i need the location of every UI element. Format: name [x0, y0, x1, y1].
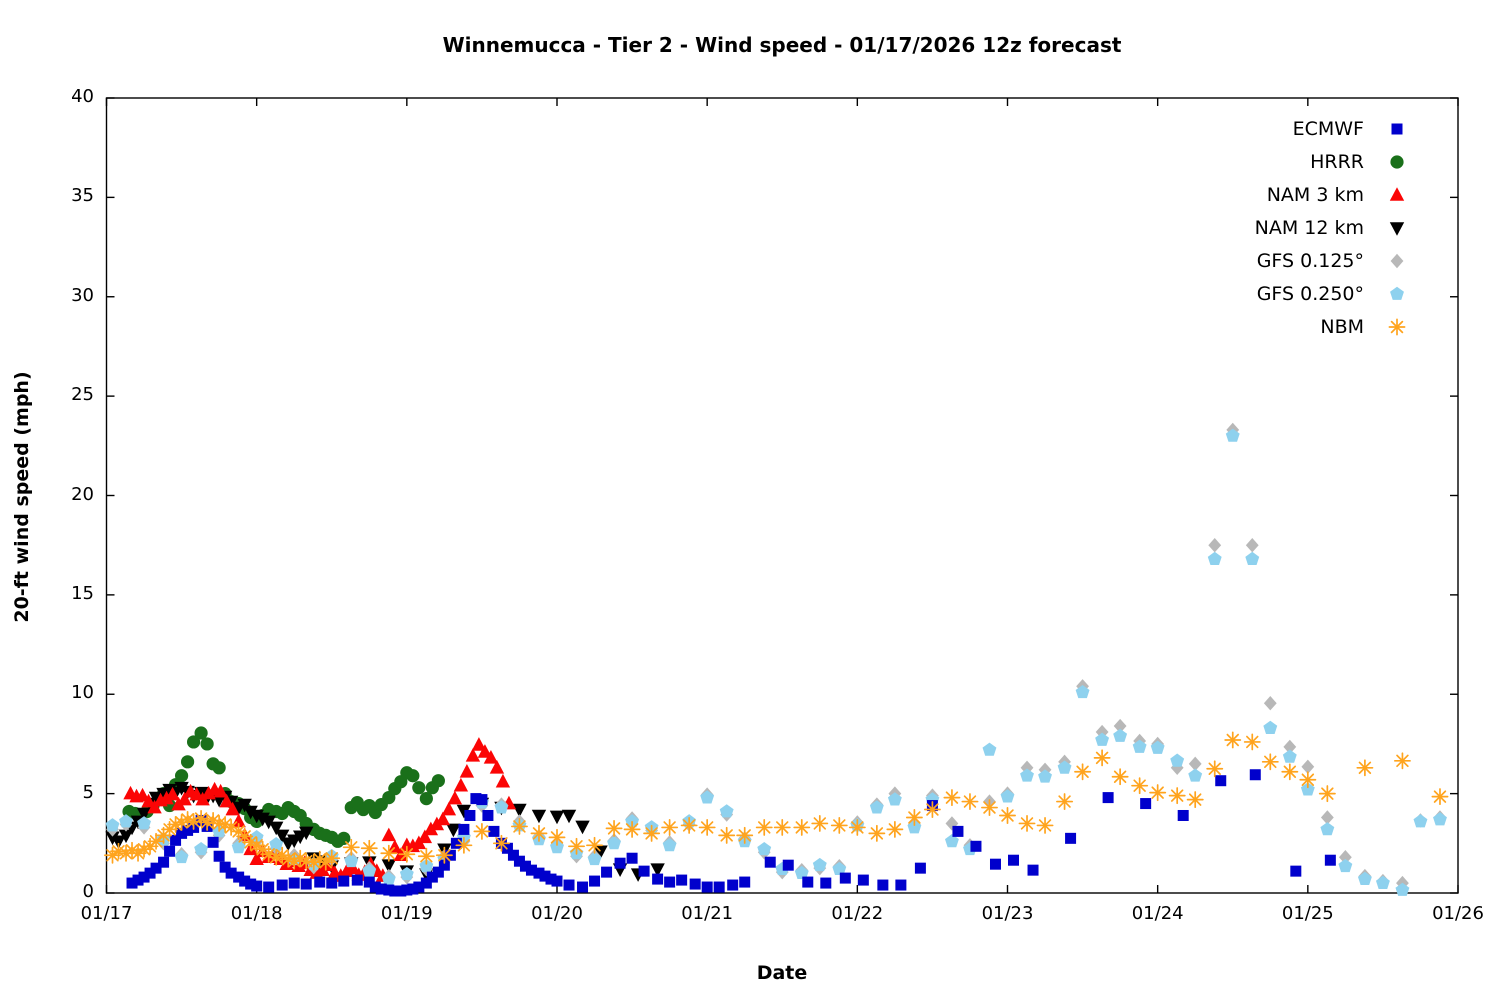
y-tick-label: 5	[82, 781, 94, 803]
x-axis-label: Date	[756, 962, 808, 984]
x-tick-label: 01/17	[80, 903, 133, 924]
y-tick-label: 35	[71, 185, 94, 207]
y-tick-label: 0	[82, 881, 94, 902]
x-tick-label: 01/18	[230, 903, 283, 924]
x-tick-label: 01/25	[1281, 903, 1334, 924]
legend-label: ECMWF	[1292, 117, 1364, 140]
legend-label: GFS 0.250°	[1256, 282, 1364, 305]
legend-item-nam-3-km: NAM 3 km	[1255, 178, 1412, 211]
plot-points	[104, 422, 1449, 897]
series-ecmwf	[126, 769, 1336, 897]
y-tick-label: 25	[71, 384, 94, 406]
legend-item-ecmwf: ECMWF	[1255, 112, 1412, 145]
chart-title: Winnemucca - Tier 2 - Wind speed - 01/17…	[442, 33, 1122, 57]
asterisk-marker-icon	[1388, 318, 1406, 335]
y-tick-label: 15	[71, 582, 94, 604]
x-tick-label: 01/20	[531, 903, 583, 924]
legend-label: NAM 12 km	[1254, 216, 1364, 239]
x-tick-label: 01/22	[831, 903, 884, 924]
x-tick-label: 01/24	[1131, 903, 1184, 924]
square-marker-icon	[1391, 123, 1403, 134]
y-tick-label: 40	[71, 86, 94, 107]
pentagon-marker-icon	[1390, 286, 1404, 300]
legend-label: NAM 3 km	[1266, 183, 1364, 206]
legend-item-gfs-0-250-: GFS 0.250°	[1255, 277, 1412, 310]
legend: ECMWF HRRR NAM 3 km NAM 12 km GFS 0.125° GFS …	[1255, 112, 1412, 343]
legend-item-nam-12-km: NAM 12 km	[1255, 211, 1412, 244]
circle-marker-icon	[1390, 154, 1404, 169]
legend-label: NBM	[1320, 315, 1364, 338]
legend-item-hrrr: HRRR	[1255, 145, 1412, 178]
legend-label: GFS 0.125°	[1256, 249, 1364, 272]
y-tick-label: 10	[71, 682, 94, 704]
legend-item-gfs-0-125-: GFS 0.125°	[1255, 244, 1412, 277]
x-tick-label: 01/21	[681, 903, 734, 924]
triangle-up-marker-icon	[1389, 186, 1405, 201]
triangle-down-marker-icon	[1389, 221, 1405, 236]
x-tick-label: 01/23	[981, 903, 1034, 924]
y-tick-label: 30	[71, 284, 94, 306]
legend-item-nbm: NBM	[1255, 310, 1412, 343]
legend-label: HRRR	[1310, 150, 1364, 173]
x-tick-label: 01/19	[380, 903, 433, 924]
diamond-marker-icon	[1390, 253, 1404, 268]
x-tick-label: 01/26	[1432, 903, 1484, 924]
y-tick-label: 20	[71, 483, 94, 505]
series-nbm	[104, 731, 1449, 871]
